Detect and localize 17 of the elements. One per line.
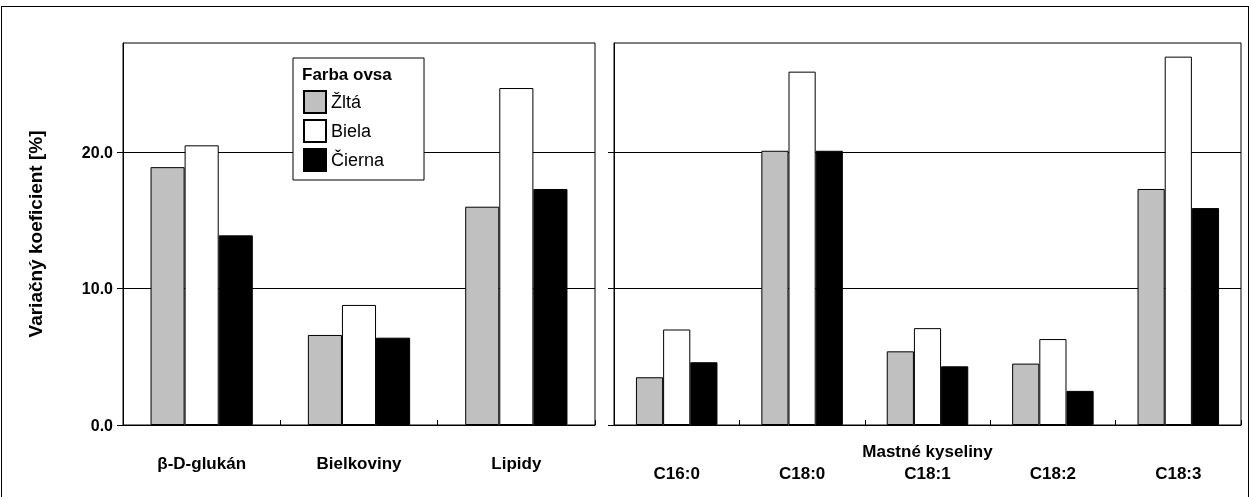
y-tick-label: 10.0 bbox=[81, 280, 114, 298]
legend-label: Biela bbox=[331, 121, 373, 141]
x-tick-label: C18:1 bbox=[904, 464, 951, 483]
y-tick-label: 0.0 bbox=[90, 416, 114, 434]
x-axis-title: Mastné kyseliny bbox=[862, 442, 994, 461]
x-tick-label: Bielkoviny bbox=[316, 454, 403, 473]
x-tick-label: C18:2 bbox=[1029, 464, 1077, 483]
y-tick-label: 20.0 bbox=[81, 143, 114, 161]
legend-label: Žltá bbox=[331, 92, 362, 112]
y-axis-title: Variačný koeficient [%] bbox=[25, 130, 46, 338]
x-tick-label: C18:3 bbox=[1155, 464, 1202, 483]
x-tick-label: Lipidy bbox=[491, 454, 542, 473]
x-tick-label: C16:0 bbox=[653, 464, 700, 483]
legend-label: Čierna bbox=[331, 149, 386, 170]
x-tick-label: C18:0 bbox=[778, 464, 826, 483]
legend-title: Farba ovsa bbox=[302, 65, 393, 84]
x-tick-label: β-D-glukán bbox=[157, 454, 247, 473]
